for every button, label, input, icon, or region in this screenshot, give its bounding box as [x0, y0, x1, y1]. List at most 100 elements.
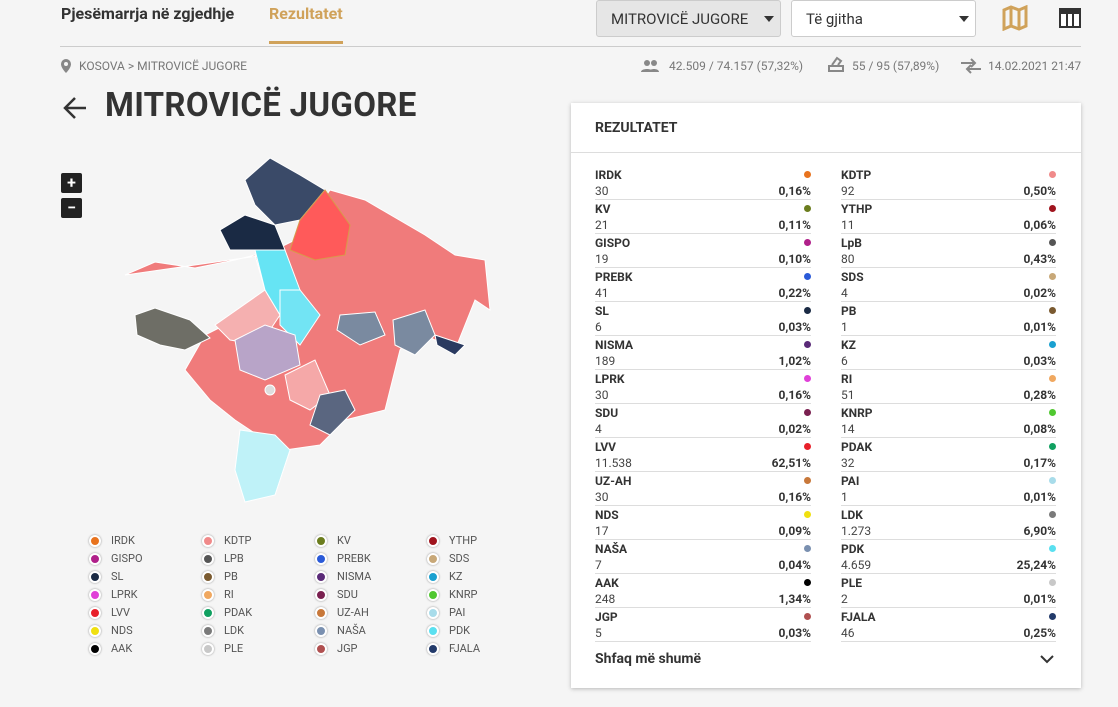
legend-dot [315, 571, 327, 583]
legend-item[interactable]: KZ [427, 570, 539, 584]
party-color-dot [1049, 409, 1056, 416]
legend-item[interactable]: SDS [427, 552, 539, 566]
party-votes: 46 [841, 626, 855, 640]
party-name: SL [595, 304, 609, 318]
party-votes: 41 [595, 286, 609, 300]
zoom-out[interactable]: − [61, 198, 82, 218]
legend-item[interactable]: NDS [89, 624, 202, 638]
legend-label: JGP [337, 642, 358, 655]
legend-item[interactable]: JGP [315, 642, 427, 656]
table-view-icon[interactable] [1058, 6, 1082, 30]
legend-item[interactable]: RI [202, 588, 315, 602]
legend-dot [202, 643, 214, 655]
party-percent: 0,10% [778, 252, 811, 266]
legend-item[interactable]: KNRP [427, 588, 539, 602]
municipality-select[interactable]: MITROVICË JUGORE [596, 0, 781, 37]
legend-dot [315, 589, 327, 601]
result-row: NISMA 189 1,02% [595, 336, 811, 370]
party-votes: 4 [595, 422, 602, 436]
result-row: SDU 4 0,02% [595, 404, 811, 438]
legend-dot [427, 553, 439, 565]
legend-dot [315, 553, 327, 565]
legend-item[interactable]: SDU [315, 588, 427, 602]
party-color-dot [1049, 273, 1056, 280]
party-votes: 30 [595, 184, 609, 198]
legend-item[interactable]: AAK [89, 642, 202, 656]
result-row: PAI 1 0,01% [841, 472, 1056, 506]
party-name: PAI [841, 474, 860, 488]
result-row: NDS 17 0,09% [595, 506, 811, 540]
party-color-dot [804, 341, 811, 348]
stations: 55 / 95 (57,89%) [852, 59, 940, 73]
legend-item[interactable]: IRDK [89, 534, 202, 548]
legend-dot [315, 625, 327, 637]
party-name: LDK [841, 508, 863, 522]
legend-item[interactable]: GISPO [89, 552, 202, 566]
party-percent: 0,22% [778, 286, 811, 300]
party-percent: 0,25% [1023, 626, 1056, 640]
legend-item[interactable]: PDK [427, 624, 539, 638]
breadcrumb-link[interactable]: KOSOVA [79, 59, 125, 73]
party-name: KDTP [841, 168, 872, 182]
map-legend: IRDK KDTP KV YTHP GISPO LPB PREBK SDS SL PB NISMA K… [89, 534, 529, 656]
legend-label: PREBK [337, 552, 371, 565]
legend-label: LPB [224, 552, 244, 565]
back-button[interactable] [62, 96, 88, 120]
legend-item[interactable]: NISMA [315, 570, 427, 584]
result-row: KV 21 0,11% [595, 200, 811, 234]
select-value: MITROVICË JUGORE [611, 10, 749, 28]
show-more[interactable]: Shfaq më shumë [595, 651, 702, 667]
zoom-in[interactable]: + [61, 173, 82, 193]
party-color-dot [1049, 341, 1056, 348]
map-view-icon[interactable] [1002, 5, 1028, 31]
party-name: LPRK [595, 372, 625, 386]
legend-item[interactable]: PREBK [315, 552, 427, 566]
party-votes: 21 [595, 218, 609, 232]
party-name: IRDK [595, 168, 622, 182]
legend-item[interactable]: NAŠA [315, 624, 427, 638]
party-percent: 0,17% [1023, 456, 1056, 470]
party-votes: 32 [841, 456, 855, 470]
party-name: PDK [841, 542, 865, 556]
legend-dot [202, 571, 214, 583]
legend-dot [315, 535, 327, 547]
legend-item[interactable]: LPRK [89, 588, 202, 602]
party-votes: 92 [841, 184, 855, 198]
tab-active[interactable]: Rezultatet [269, 4, 343, 44]
legend-label: PLE [224, 642, 244, 655]
legend-label: NDS [111, 624, 133, 637]
legend-dot [202, 589, 214, 601]
station-select[interactable]: Të gjitha [791, 0, 976, 37]
legend-item[interactable]: KV [315, 534, 427, 548]
result-row: PLE 2 0,01% [841, 574, 1056, 608]
legend-item[interactable]: FJALA [427, 642, 539, 656]
legend-item[interactable]: PLE [202, 642, 315, 656]
party-color-dot [804, 239, 811, 246]
legend-dot [89, 625, 101, 637]
legend-item[interactable]: PB [202, 570, 315, 584]
legend-item[interactable]: LPB [202, 552, 315, 566]
turnout: 42.509 / 74.157 (57,32%) [669, 59, 804, 73]
legend-item[interactable]: PAI [427, 606, 539, 620]
party-votes: 4 [841, 286, 848, 300]
legend-item[interactable]: YTHP [427, 534, 539, 548]
party-name: LpB [841, 236, 862, 250]
tab[interactable]: Pjesëmarrja në zgjedhje [61, 4, 235, 23]
legend-label: PDAK [224, 606, 253, 619]
party-color-dot [804, 307, 811, 314]
caret [959, 16, 969, 22]
results-grid: IRDK 30 0,16% KDTP 92 0,50% KV 21 0,11% YTHP 11 0,0… [595, 166, 1056, 642]
party-percent: 0,01% [1023, 320, 1056, 334]
party-name: NAŠA [595, 542, 628, 556]
legend-item[interactable]: SL [89, 570, 202, 584]
party-votes: 14 [841, 422, 855, 436]
legend-item[interactable]: LVV [89, 606, 202, 620]
party-votes: 6 [841, 354, 848, 368]
legend-item[interactable]: UZ-AH [315, 606, 427, 620]
party-color-dot [804, 409, 811, 416]
legend-item[interactable]: KDTP [202, 534, 315, 548]
legend-item[interactable]: LDK [202, 624, 315, 638]
legend-item[interactable]: PDAK [202, 606, 315, 620]
party-percent: 0,03% [778, 320, 811, 334]
chevron-down[interactable] [1040, 654, 1054, 664]
